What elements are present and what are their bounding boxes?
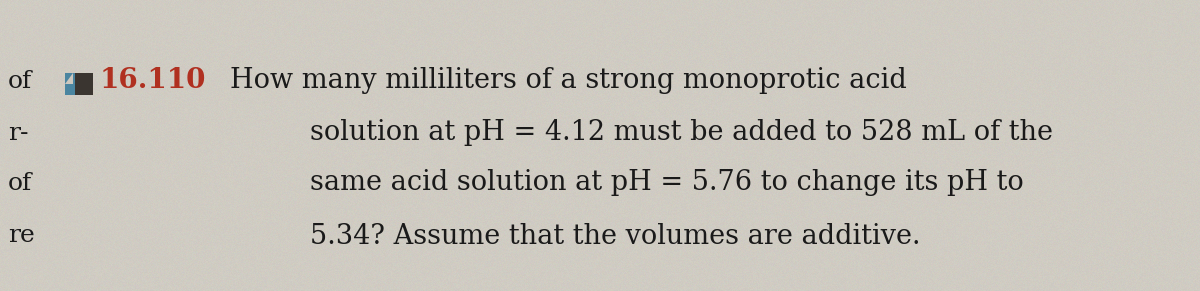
Text: 16.110: 16.110 bbox=[100, 68, 206, 95]
Text: re: re bbox=[8, 224, 35, 248]
Text: 5.34? Assume that the volumes are additive.: 5.34? Assume that the volumes are additi… bbox=[310, 223, 920, 249]
Text: of: of bbox=[8, 70, 32, 93]
Text: of: of bbox=[8, 171, 32, 194]
Text: solution at pH = 4.12 must be added to 528 mL of the: solution at pH = 4.12 must be added to 5… bbox=[310, 120, 1054, 146]
Polygon shape bbox=[65, 73, 73, 84]
FancyBboxPatch shape bbox=[65, 73, 74, 95]
Text: How many milliliters of a strong monoprotic acid: How many milliliters of a strong monopro… bbox=[230, 68, 907, 95]
Text: r-: r- bbox=[8, 122, 29, 145]
Text: same acid solution at pH = 5.76 to change its pH to: same acid solution at pH = 5.76 to chang… bbox=[310, 169, 1024, 196]
FancyBboxPatch shape bbox=[65, 73, 94, 95]
